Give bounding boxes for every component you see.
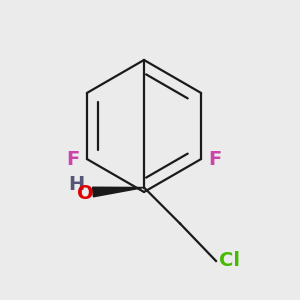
Text: H: H [68, 175, 85, 194]
Text: O: O [77, 184, 94, 203]
Text: Cl: Cl [219, 251, 240, 271]
Text: F: F [209, 149, 222, 169]
Polygon shape [93, 187, 144, 197]
Text: F: F [66, 149, 79, 169]
